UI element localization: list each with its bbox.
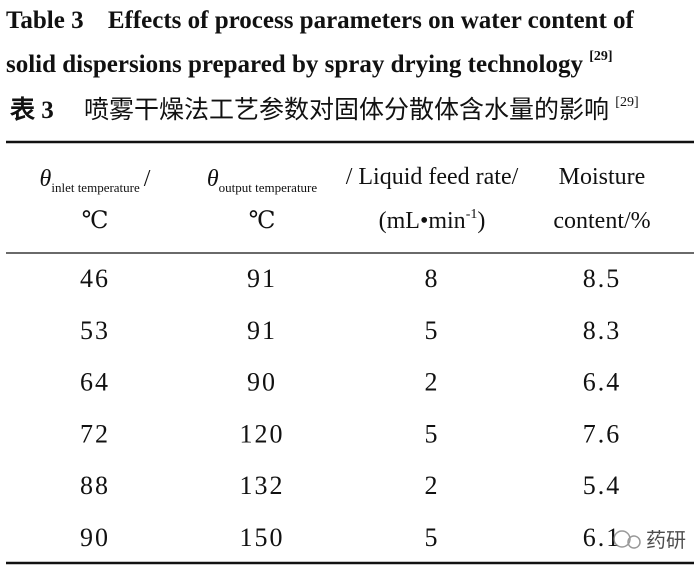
suffix: / — [144, 166, 151, 192]
header-cell: / Liquid feed rate/ — [346, 164, 519, 190]
table-cell: 6.1 — [583, 523, 622, 552]
table-cell: 5 — [425, 419, 440, 448]
watermark-icon — [627, 535, 641, 549]
table-cell: 132 — [240, 471, 285, 500]
symbol: θ — [40, 166, 52, 192]
title-en-line2: solid dispersions prepared by spray dryi… — [6, 49, 613, 78]
title-text: solid dispersions prepared by spray dryi… — [6, 51, 583, 78]
title-text: 喷雾干燥法工艺参数对固体分散体含水量的影响 — [84, 96, 609, 124]
watermark-text: 药研 — [646, 529, 686, 552]
table-cell: 90 — [80, 523, 110, 552]
header-cell: Moisture — [559, 164, 646, 190]
watermark-icon — [613, 530, 631, 548]
table-cell: 8 — [425, 264, 440, 293]
table-cell: 5 — [425, 316, 440, 345]
table-cell: 5 — [425, 523, 440, 552]
table-cell: 150 — [240, 523, 285, 552]
watermark: 药研 — [613, 529, 686, 552]
header-unit: content/% — [553, 208, 650, 234]
table-cell: 72 — [80, 419, 110, 448]
subscript: output temperature — [219, 180, 318, 195]
header-unit: (mL•min-1) — [379, 207, 486, 234]
header-cell: θoutput temperature — [207, 166, 318, 195]
symbol: θ — [207, 166, 219, 192]
table-cell: 88 — [80, 471, 110, 500]
table-cell: 53 — [80, 316, 110, 345]
table-body: 46 91 8 8.5 53 91 5 8.3 64 90 2 6.4 72 120 5 7.6 88 132 2 5… — [80, 264, 622, 552]
table-cell: 64 — [80, 368, 110, 397]
subscript: inlet temperature — [51, 180, 140, 195]
table-cell: 120 — [240, 419, 285, 448]
table-cell: 5.4 — [583, 471, 622, 500]
table-cell: 8.5 — [583, 264, 622, 293]
unit-text: ) — [477, 208, 485, 234]
title-en-line1: Table 3 Effects of process parameters on… — [6, 7, 635, 34]
table-cell: 91 — [247, 264, 277, 293]
table-cell: 90 — [247, 368, 277, 397]
unit-text: (mL•min — [379, 208, 466, 234]
table-label: Table 3 — [6, 7, 84, 34]
reference: [29] — [589, 49, 612, 64]
header-unit: ℃ — [249, 208, 276, 234]
superscript: -1 — [466, 207, 478, 222]
table-cell: 46 — [80, 264, 110, 293]
header-unit: ℃ — [82, 208, 109, 234]
title-text: Effects of process parameters on water c… — [108, 7, 635, 34]
table-cell: 7.6 — [583, 419, 622, 448]
table-cell: 91 — [247, 316, 277, 345]
table-label: 表 3 — [10, 96, 54, 124]
table-cell: 6.4 — [583, 368, 622, 397]
table-cell: 8.3 — [583, 316, 622, 345]
table-cell: 2 — [425, 368, 440, 397]
table-cell: 2 — [425, 471, 440, 500]
title-cn: 表 3 喷雾干燥法工艺参数对固体分散体含水量的影响 [29] — [10, 95, 639, 124]
header-cell: θinlet temperature / — [40, 166, 151, 195]
reference: [29] — [615, 95, 638, 110]
